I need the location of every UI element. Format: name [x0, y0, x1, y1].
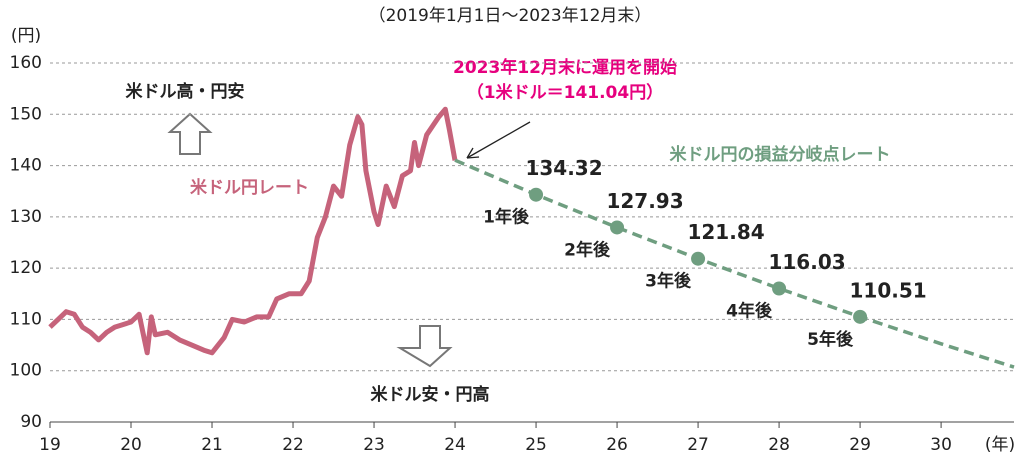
point-label: 2年後 — [564, 239, 611, 260]
x-tick-label: 23 — [363, 435, 385, 455]
x-tick-label: 28 — [768, 435, 790, 455]
point — [853, 309, 868, 324]
down-arrow — [396, 325, 453, 368]
x-tick-label: 27 — [687, 435, 709, 455]
x-unit: (年) — [985, 435, 1015, 455]
y-unit: (円) — [11, 26, 41, 46]
annotation: （1米ドル＝141.04円） — [467, 82, 663, 103]
y-tick-label: 130 — [10, 207, 42, 227]
pointer-head — [466, 147, 480, 159]
point-label: 3年後 — [645, 271, 692, 292]
value-label: 121.84 — [687, 220, 764, 244]
y-tick-label: 100 — [10, 361, 42, 381]
y-tick-label: 110 — [10, 309, 42, 329]
y-tick-label: 150 — [10, 104, 42, 124]
point-label: 5年後 — [807, 329, 854, 350]
value-label: 134.32 — [525, 156, 602, 180]
x-tick-label: 19 — [39, 435, 61, 455]
point — [610, 220, 625, 235]
up-arrow — [167, 112, 213, 155]
y-tick-label: 160 — [10, 53, 42, 73]
y-tick-label: 120 — [10, 258, 42, 278]
x-tick-label: 29 — [849, 435, 871, 455]
value-label: 127.93 — [606, 189, 683, 213]
value-label: 110.51 — [849, 278, 926, 302]
x-tick-label: 20 — [120, 435, 142, 455]
x-tick-label: 30 — [930, 435, 952, 455]
annotation: 2023年12月末に運用を開始 — [453, 57, 677, 78]
chart-subtitle: （2019年1月1日～2023年12月末） — [369, 6, 652, 26]
x-tick-label: 22 — [282, 435, 304, 455]
value-label: 116.03 — [768, 250, 845, 274]
annotation: 米ドル高・円安 — [126, 81, 245, 102]
point — [772, 281, 787, 296]
point-label: 1年後 — [483, 207, 530, 228]
point-label: 4年後 — [726, 301, 773, 322]
x-tick-label: 25 — [525, 435, 547, 455]
point — [691, 251, 706, 266]
y-tick-label: 140 — [10, 156, 42, 176]
series-line — [48, 106, 458, 356]
series-line — [454, 158, 1015, 369]
annotation: 米ドル安・円高 — [371, 384, 490, 405]
y-tick-label: 90 — [20, 412, 42, 432]
x-tick-label: 26 — [606, 435, 628, 455]
pointer — [466, 121, 531, 159]
series-name: 米ドル円レート — [190, 177, 309, 198]
series-name: 米ドル円の損益分岐点レート — [670, 144, 891, 165]
x-tick-label: 21 — [201, 435, 223, 455]
x-tick-label: 24 — [444, 435, 466, 455]
point — [529, 187, 544, 202]
